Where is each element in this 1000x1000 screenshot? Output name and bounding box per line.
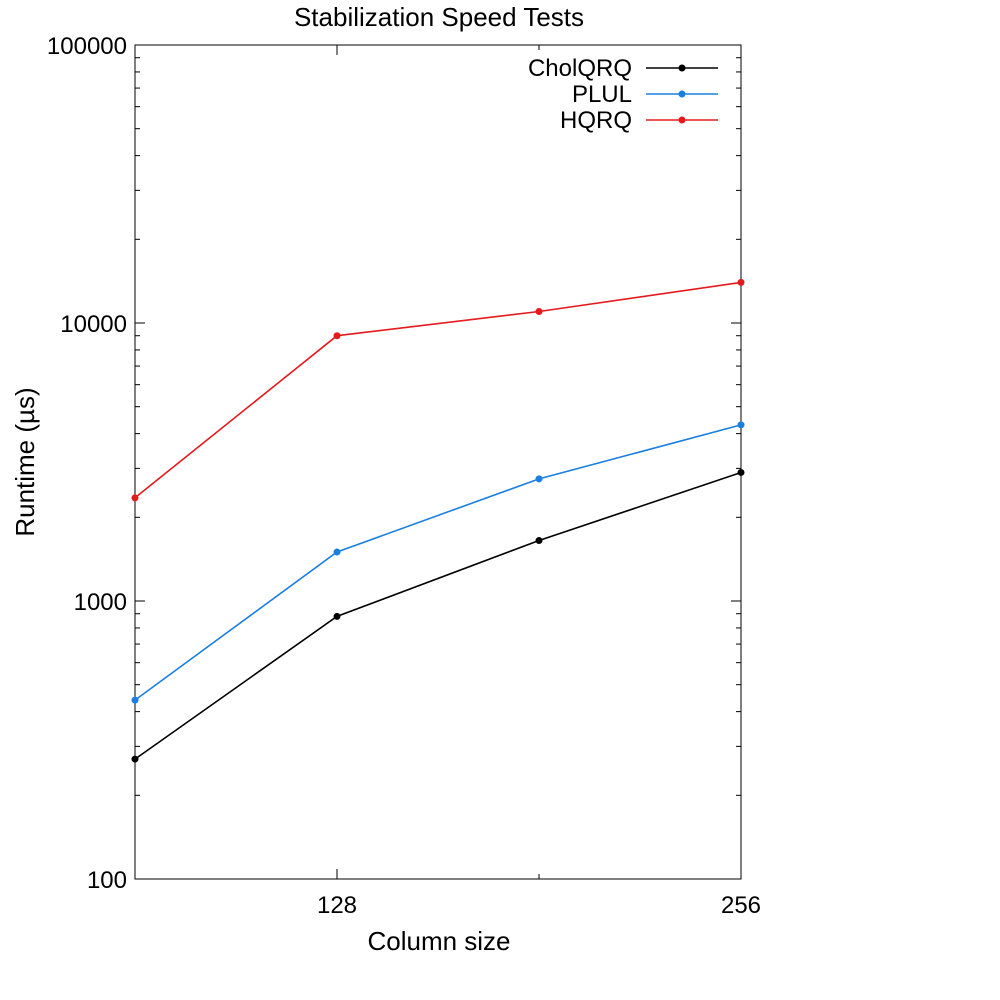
y-axis: 100 1000 10000 100000 [47,33,741,894]
x-axis: 128 256 [317,45,761,919]
data-point-hqrq [333,332,341,340]
legend-marker-hqrq [678,116,686,124]
y-tick-label: 100 [87,867,127,894]
data-point-hqrq [131,494,139,502]
data-point-hqrq [737,278,745,286]
data-point-cholqrq [737,468,745,476]
data-point-hqrq [535,307,543,315]
data-point-cholqrq [535,537,543,545]
data-point-plul [535,475,543,483]
series-layer [131,278,745,763]
series-line-cholqrq [134,471,742,760]
legend-label-cholqrq: CholQRQ [528,55,632,82]
data-point-cholqrq [333,612,341,620]
plot-frame [134,44,742,880]
x-axis-label: Column size [367,926,510,956]
legend-marker-cholqrq [678,64,686,72]
legend-label-plul: PLUL [572,81,632,108]
y-tick-label: 10000 [60,311,127,338]
legend-marker-plul [678,90,686,98]
chart-title: Stabilization Speed Tests [294,2,584,32]
series-line-hqrq [134,281,742,499]
data-point-plul [737,421,745,429]
y-tick-label: 1000 [74,589,127,616]
series-line-plul [134,424,742,701]
y-axis-label: Runtime (µs) [10,387,40,536]
data-point-plul [131,696,139,704]
legend-label-hqrq: HQRQ [560,107,632,134]
x-tick-label: 128 [317,892,357,919]
data-point-cholqrq [131,755,139,763]
x-tick-label: 256 [721,892,761,919]
data-point-plul [333,548,341,556]
y-tick-label: 100000 [47,33,127,60]
